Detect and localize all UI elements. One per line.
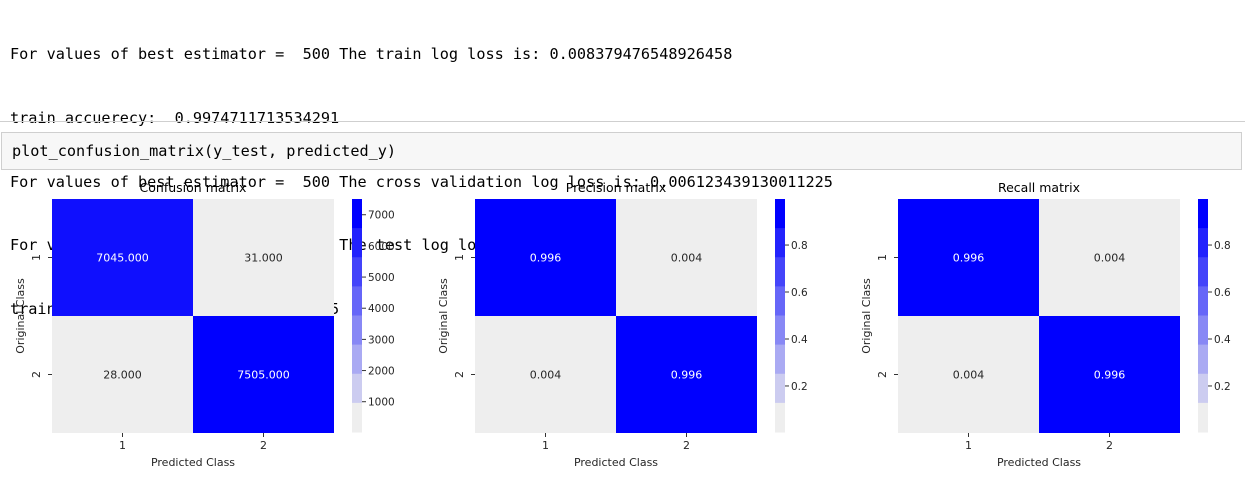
cell-value-label: 0.996 — [1094, 369, 1126, 382]
x-tick-label: 2 — [1106, 439, 1113, 452]
colorbar-segment — [352, 199, 362, 229]
output-line: For values of best estimator = 500 The c… — [10, 172, 833, 191]
heatmap-cell — [193, 316, 334, 433]
colorbar-segment — [775, 228, 785, 258]
cell-value-label: 0.996 — [671, 369, 703, 382]
cell-value-label: 28.000 — [103, 369, 142, 382]
colorbar-tick-label: 4000 — [368, 303, 395, 315]
y-tick-label: 2 — [876, 371, 889, 378]
colorbar-segment — [352, 402, 362, 433]
output-line: train accuerecy: 0.9974711713534291 — [10, 109, 340, 127]
cell-value-label: 7505.000 — [237, 369, 290, 382]
x-axis-label: Predicted Class — [151, 456, 235, 469]
x-tick-label: 1 — [119, 439, 126, 452]
chart-title: Confusion matrix — [140, 180, 247, 195]
colorbar-segment — [1198, 315, 1208, 346]
x-tick-label: 2 — [260, 439, 267, 452]
colorbar-tick-label: 0.4 — [791, 334, 808, 346]
colorbar-segment — [775, 315, 785, 346]
cell-value-label: 31.000 — [244, 252, 283, 265]
x-tick-label: 1 — [965, 439, 972, 452]
colorbar-tick-label: 7000 — [368, 210, 395, 222]
colorbar-segment — [1198, 286, 1208, 316]
cell-value-label: 0.004 — [1094, 252, 1126, 265]
colorbar-segment — [352, 315, 362, 346]
colorbar-tick-label: 6000 — [368, 241, 395, 253]
colorbar-segment — [352, 257, 362, 287]
heatmap-cell — [1039, 316, 1180, 433]
output-separator — [0, 121, 1245, 122]
colorbar-segment — [775, 402, 785, 433]
colorbar-tick-label: 0.2 — [791, 381, 808, 393]
colorbar-tick-label: 0.2 — [1214, 381, 1231, 393]
colorbar-segment — [775, 199, 785, 229]
code-cell-input[interactable]: plot_confusion_matrix(y_test, predicted_… — [12, 142, 397, 160]
cell-value-label: 0.996 — [530, 252, 562, 265]
x-axis-label: Predicted Class — [997, 456, 1081, 469]
y-tick-label: 2 — [453, 371, 466, 378]
y-tick-label: 1 — [876, 254, 889, 261]
y-tick-label: 1 — [453, 254, 466, 261]
heatmap-cell — [898, 199, 1039, 316]
heatmap-cell — [475, 199, 616, 316]
code-cell[interactable]: plot_confusion_matrix(y_test, predicted_… — [1, 132, 1242, 170]
colorbar-segment — [1198, 199, 1208, 229]
heatmap-cell — [616, 316, 757, 433]
colorbar-segment — [1198, 344, 1208, 375]
cell-value-label: 0.004 — [530, 369, 562, 382]
heatmap-cell — [52, 199, 193, 316]
colorbar-tick-label: 0.8 — [791, 240, 808, 252]
cell-value-label: 7045.000 — [96, 252, 149, 265]
cell-value-label: 0.996 — [953, 252, 985, 265]
heatmap-cell — [1039, 199, 1180, 316]
x-axis-label: Predicted Class — [574, 456, 658, 469]
y-axis-label: Original Class — [14, 278, 27, 354]
colorbar-tick-label: 0.8 — [1214, 240, 1231, 252]
output-line: For values of best estimator = 500 The t… — [10, 45, 733, 64]
cell-value-label: 0.004 — [671, 252, 703, 265]
heatmap-cell — [616, 199, 757, 316]
cell-value-label: 0.004 — [953, 369, 985, 382]
colorbar-segment — [775, 344, 785, 375]
heatmap-cell — [52, 316, 193, 433]
y-tick-label: 2 — [30, 371, 43, 378]
colorbar-segment — [1198, 257, 1208, 287]
y-axis-label: Original Class — [860, 278, 873, 354]
colorbar-tick-label: 0.6 — [1214, 287, 1231, 299]
x-tick-label: 1 — [542, 439, 549, 452]
colorbar-tick-label: 5000 — [368, 272, 395, 284]
y-axis-label: Original Class — [437, 278, 450, 354]
heatmap-cell — [475, 316, 616, 433]
heatmap-cell — [193, 199, 334, 316]
y-tick-label: 1 — [30, 254, 43, 261]
x-tick-label: 2 — [683, 439, 690, 452]
colorbar-tick-label: 3000 — [368, 334, 395, 346]
colorbar-segment — [1198, 373, 1208, 404]
colorbar-segment — [1198, 402, 1208, 433]
colorbar-tick-label: 0.4 — [1214, 334, 1231, 346]
colorbar-segment — [1198, 228, 1208, 258]
colorbar-segment — [352, 344, 362, 375]
colorbar-segment — [352, 373, 362, 404]
colorbar-tick-label: 2000 — [368, 366, 395, 378]
colorbar-segment — [352, 228, 362, 258]
colorbar-tick-label: 1000 — [368, 397, 395, 409]
chart-title: Recall matrix — [998, 180, 1080, 195]
colorbar-tick-label: 0.6 — [791, 287, 808, 299]
chart-title: Precision matrix — [566, 180, 667, 195]
heatmap-cell — [898, 316, 1039, 433]
colorbar-segment — [352, 286, 362, 316]
colorbar-segment — [775, 257, 785, 287]
colorbar-segment — [775, 373, 785, 404]
colorbar-segment — [775, 286, 785, 316]
